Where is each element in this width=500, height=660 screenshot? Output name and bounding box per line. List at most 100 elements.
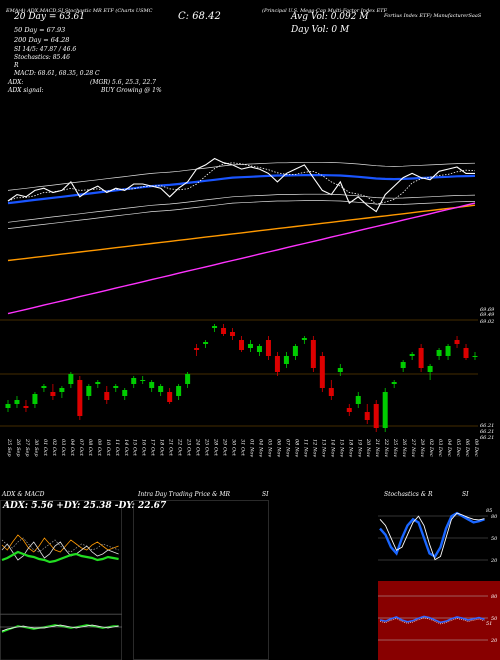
axis-label-top-2: 69.49	[480, 312, 495, 318]
date-tick-label: 22 Nov	[383, 438, 389, 457]
intraday-si-label: SI	[262, 491, 269, 498]
date-tick-label: 06 Nov	[275, 439, 281, 457]
candle-body	[203, 342, 209, 344]
candle-body	[176, 386, 182, 396]
date-tick-label: 09 Oct	[96, 439, 102, 457]
candle-body	[122, 390, 128, 396]
rsi-signal-line	[379, 617, 485, 625]
candle-body	[41, 386, 47, 388]
date-tick-label: 26 Nov	[401, 438, 407, 457]
axis-label-bottom-1: 66.21	[480, 423, 495, 429]
date-tick-label: 02 Oct	[51, 439, 57, 457]
candle-body	[391, 382, 397, 384]
intraday-panel-title: Intra Day Trading Price & MR	[138, 491, 231, 498]
date-tick-label: 01 Nov	[248, 439, 254, 457]
candle-body	[346, 408, 352, 412]
candle-body	[328, 388, 334, 396]
adx-line	[1, 550, 119, 564]
candle-body	[221, 328, 227, 334]
axis-label-bottom-2: 66.21	[480, 429, 495, 435]
date-tick-label: 06 Dec	[464, 439, 470, 457]
candle-body	[265, 340, 271, 356]
candle-body	[50, 392, 56, 396]
candle-body	[337, 368, 343, 372]
day-volume: Day Vol: 0 M	[291, 25, 350, 35]
date-tick-label: 03 Dec	[437, 439, 443, 457]
header-footer-right: Fortius Index ETF) ManufacturerSaaS	[384, 13, 482, 19]
candle-body	[409, 354, 415, 356]
candle-body	[283, 356, 289, 364]
stoch-panel-title: Stochastics & R	[384, 491, 433, 498]
stochastics-line	[379, 511, 485, 559]
date-tick-label: 29 Oct	[222, 438, 228, 457]
adx-label: ADX:	[8, 79, 24, 86]
header-line1: EMA(4) ADX,MACD,SI Stochastic MR ETF (Ch…	[6, 8, 153, 14]
candle-body	[364, 412, 370, 420]
macd-line	[1, 624, 119, 633]
candle-body	[418, 348, 424, 368]
adx-minus-di-line	[1, 534, 119, 553]
candle-body	[14, 400, 20, 404]
rsi-line	[379, 615, 485, 624]
candle-body	[104, 392, 110, 400]
si-readout: SI 14/5: 47.87 / 46.6	[14, 46, 77, 53]
candle-body	[86, 386, 92, 396]
price-chart: 25 Sep 26 Sep 27 Sep 30 Sep 01 Oct 02 Oct 03 O…	[0, 157, 479, 457]
date-tick-label: 22 Oct	[177, 438, 183, 457]
candle-body	[274, 356, 280, 372]
date-tick-label: 30 Oct	[231, 439, 237, 457]
ema-magenta-line	[7, 202, 476, 315]
candle-body	[113, 386, 119, 388]
candle-body	[292, 346, 298, 356]
rsi-readout-value: 51	[486, 621, 493, 627]
date-tick-label: 05 Dec	[455, 439, 461, 457]
close-price: C: 68.42	[178, 11, 221, 22]
rsi-level-50: 50	[491, 616, 498, 622]
candle-body	[319, 356, 325, 388]
header-title: (Principal U.S. Mega-Cap Multi-Factor In…	[262, 8, 387, 14]
candle-body	[382, 392, 388, 428]
intraday-panel	[133, 500, 269, 660]
candle-body	[454, 340, 460, 344]
date-tick-label: 14 Nov	[329, 439, 335, 457]
date-tick-label: 28 Oct	[213, 438, 219, 457]
adx-plus-di-line	[1, 541, 119, 561]
candle-body	[149, 382, 155, 388]
candle-body	[23, 406, 29, 408]
date-tick-label: 26 Sep	[15, 438, 21, 457]
date-tick-label: 15 Oct	[132, 439, 138, 457]
date-tick-label: 11 Nov	[302, 439, 308, 457]
price-line	[7, 157, 475, 213]
candle-body	[194, 348, 200, 350]
candle-body	[436, 350, 442, 356]
date-tick-label: 08 Nov	[293, 439, 299, 457]
adx-signal-label: ADX signal:	[8, 87, 44, 94]
band-upper-line	[7, 161, 476, 191]
rsi-level-20: 20	[491, 638, 498, 644]
adx-values: (MGR) 5.6, 25.3, 22.7	[90, 79, 156, 86]
candle-body	[310, 340, 316, 368]
candle-body	[77, 380, 83, 416]
date-tick-label: 16 Oct	[141, 439, 147, 457]
date-tick-label: 18 Nov	[347, 439, 353, 457]
date-tick-label: 05 Nov	[266, 439, 272, 457]
ema-blue-line	[7, 174, 476, 205]
date-tick-label: 02 Dec	[428, 439, 434, 457]
ma20-readout: 20 Day = 63.61	[14, 12, 86, 22]
date-tick-label: 21 Nov	[374, 438, 380, 457]
candle-body	[95, 382, 101, 384]
stoch-r-line	[379, 512, 485, 561]
date-tick-label: 18 Oct	[159, 439, 165, 457]
candle-body	[239, 340, 244, 350]
ma50-readout: 50 Day = 67.93	[14, 26, 66, 34]
stoch-level-20: 20	[491, 558, 498, 564]
r-readout: R	[14, 62, 19, 69]
date-tick-label: 04 Oct	[69, 439, 75, 457]
date-tick-label: 25 Nov	[392, 438, 398, 457]
candle-body	[472, 356, 478, 357]
candle-body	[140, 380, 146, 381]
macd-readout: MACD: 68.61, 68.35, 0.28 C	[14, 70, 100, 77]
adx-dotted-line	[1, 537, 119, 553]
date-tick-label: 23 Oct	[186, 438, 192, 457]
date-tick-label: 12 Nov	[311, 439, 317, 457]
